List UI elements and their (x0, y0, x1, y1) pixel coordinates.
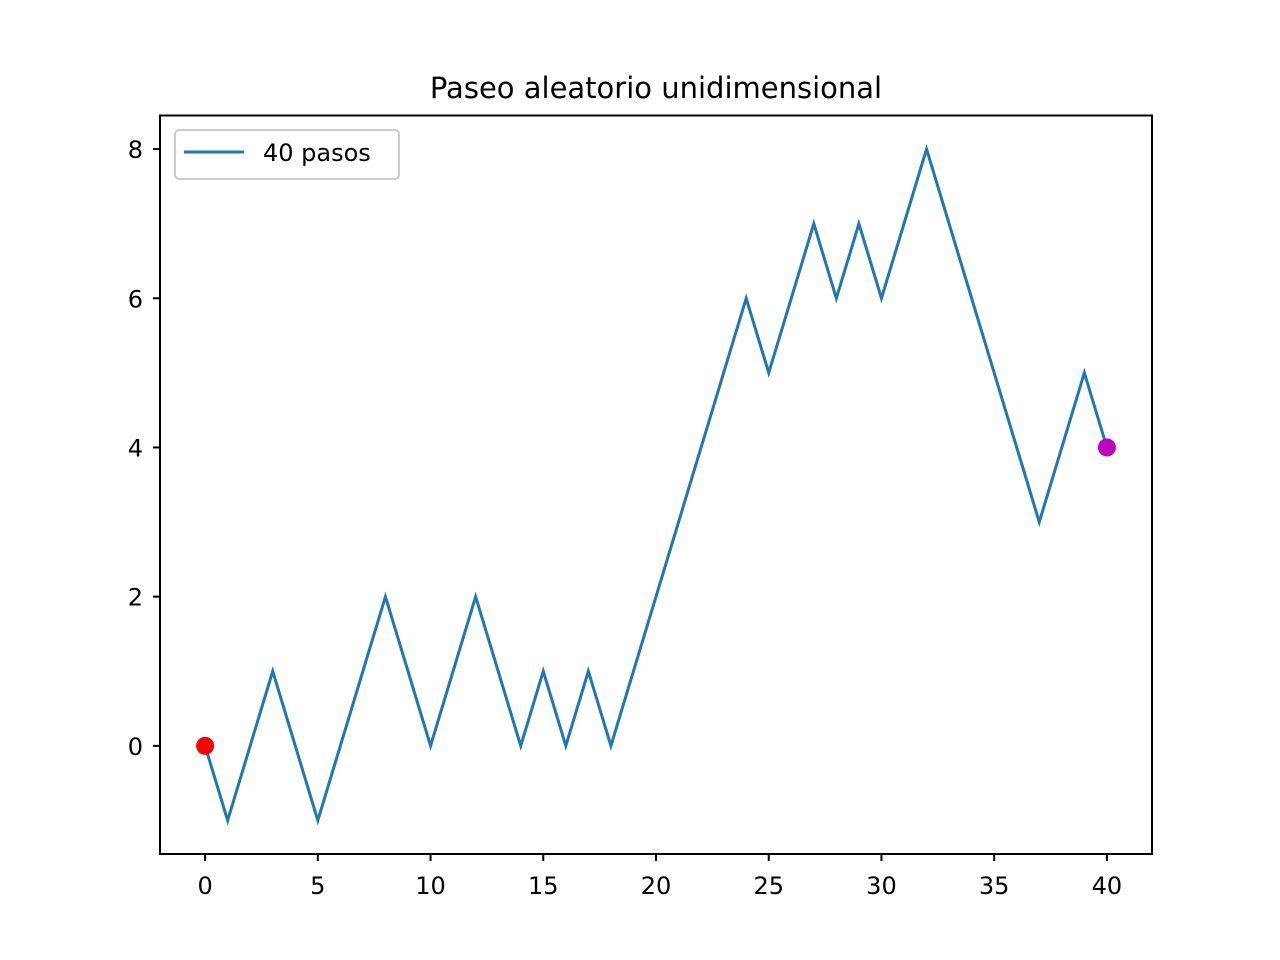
x-tick-label: 20 (641, 872, 672, 900)
x-axis: 0 5 10 15 20 25 30 35 40 (197, 854, 1122, 900)
x-tick-label: 40 (1092, 872, 1123, 900)
y-tick-label: 4 (128, 434, 143, 462)
plot-area (196, 143, 1116, 826)
legend-box (174, 129, 400, 180)
start-marker (196, 736, 215, 755)
series-line-0 (203, 143, 1109, 826)
x-tick-label: 25 (753, 872, 784, 900)
x-tick-label: 0 (197, 872, 212, 900)
y-tick-label: 2 (128, 584, 143, 612)
y-tick-label: 8 (128, 136, 143, 164)
x-tick-label: 5 (310, 872, 325, 900)
chart-title: Paseo aleatorio unidimensional (430, 71, 882, 105)
x-tick-label: 35 (979, 872, 1010, 900)
y-tick-label: 0 (128, 733, 143, 761)
x-tick-label: 15 (528, 872, 559, 900)
legend: 40 pasos (174, 129, 400, 180)
end-marker (1097, 438, 1116, 457)
axes-frame (159, 114, 1153, 855)
x-tick-label: 30 (866, 872, 897, 900)
y-axis: 0 2 4 6 8 (128, 136, 160, 761)
legend-label: 40 pasos (263, 139, 371, 167)
y-tick-label: 6 (128, 285, 143, 313)
x-tick-label: 10 (415, 872, 446, 900)
